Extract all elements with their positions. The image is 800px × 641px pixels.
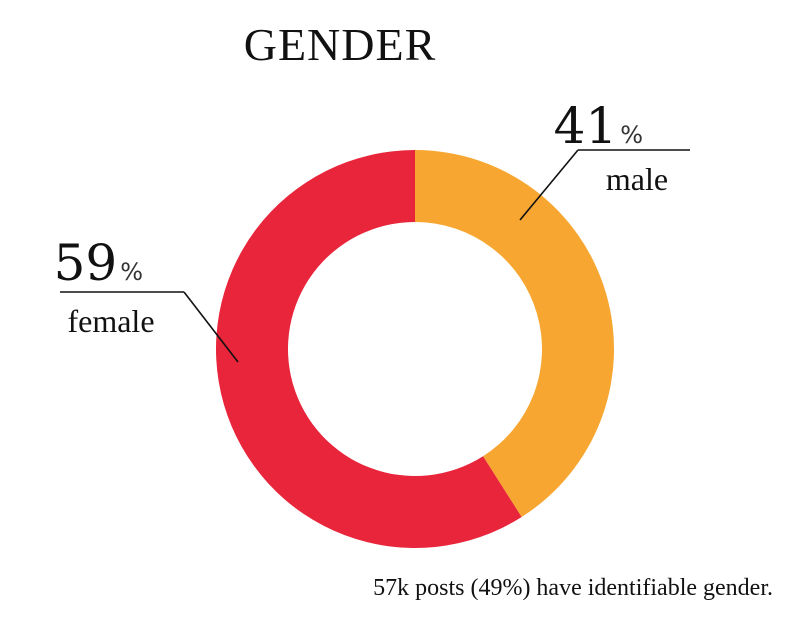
value-label-male: 41% [554, 97, 643, 155]
value-number-male: 41 [554, 97, 618, 155]
annotation-female: 59% female [54, 234, 239, 363]
annotation-male: 41% male [519, 97, 690, 221]
chart-title: GENDER [244, 19, 437, 70]
slice-male [415, 150, 614, 518]
slice-label-male: male [606, 161, 668, 197]
footnote: 57k posts (49%) have identifiable gender… [373, 575, 773, 601]
slice-female [215, 150, 522, 548]
percent-sign-female: % [120, 258, 143, 286]
leader-line-male [519, 149, 579, 221]
percent-sign-male: % [620, 121, 643, 149]
slice-label-female: female [67, 303, 154, 339]
donut-slices [215, 150, 614, 548]
value-number-female: 59 [54, 234, 118, 292]
value-label-female: 59% [54, 234, 143, 292]
leader-line-female [183, 291, 239, 363]
